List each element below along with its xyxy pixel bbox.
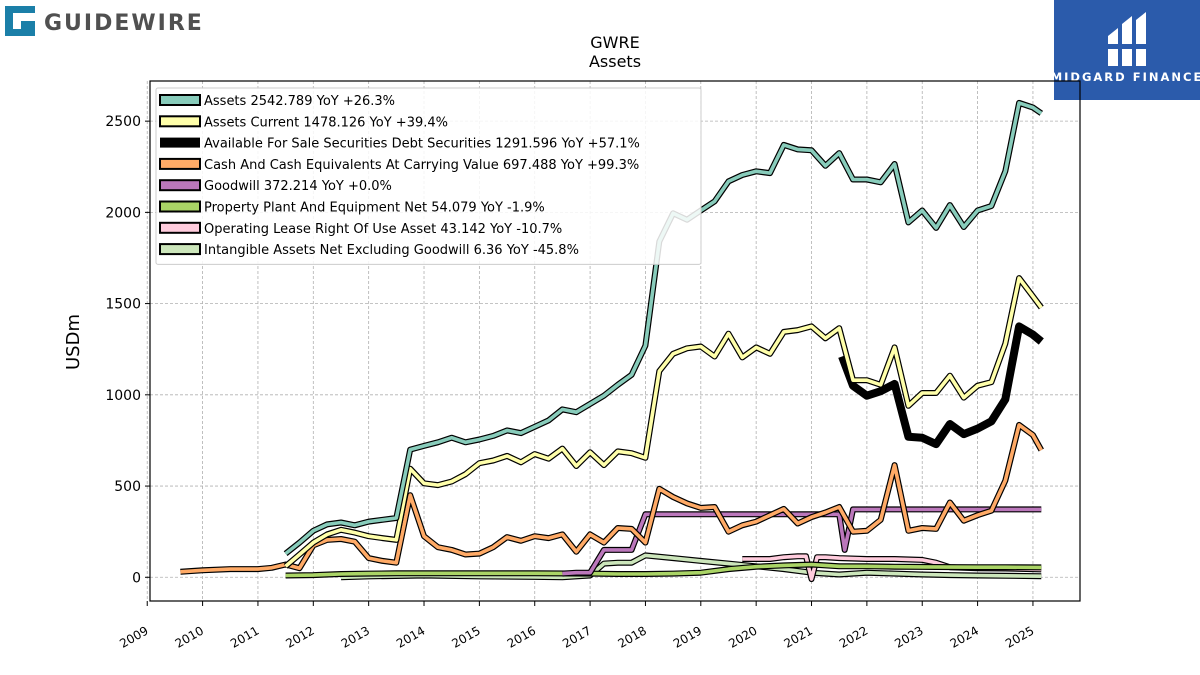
series-line-stroke <box>838 322 1044 449</box>
legend-item: Available For Sale Securities Debt Secur… <box>160 137 640 152</box>
legend-label: Cash And Cash Equivalents At Carrying Va… <box>204 158 639 173</box>
legend-swatch <box>159 157 201 170</box>
series-line-fill <box>285 562 1042 578</box>
series-line-fill <box>340 553 1042 580</box>
legend-item: Goodwill 372.214 YoY +0.0% <box>159 179 392 194</box>
x-tick-label: 2018 <box>615 623 648 650</box>
series-line-3 <box>180 421 1044 575</box>
series-line-fill <box>180 423 1043 574</box>
y-axis-label: USDm <box>63 314 84 370</box>
legend-item: Assets 2542.789 YoY +26.3% <box>159 94 395 109</box>
y-tick-label: 0 <box>132 570 141 586</box>
y-tick-label: 1500 <box>105 297 141 313</box>
x-tick-label: 2012 <box>283 623 316 650</box>
x-tick-label: 2020 <box>726 623 759 650</box>
legend-swatch <box>159 94 201 106</box>
chart-subtitle: Assets <box>589 52 641 71</box>
legend-label: Available For Sale Securities Debt Secur… <box>204 137 640 152</box>
legend-item: Property Plant And Equipment Net 54.079 … <box>159 200 545 216</box>
legend-label: Goodwill 372.214 YoY +0.0% <box>204 179 392 194</box>
x-tick-label: 2024 <box>948 623 981 650</box>
x-tick-label: 2010 <box>173 623 206 650</box>
guidewire-logo-text: GUIDEWIRE <box>44 11 204 36</box>
x-tick-label: 2025 <box>1003 623 1036 650</box>
legend-swatch <box>159 221 201 234</box>
series-line-4 <box>562 506 1042 577</box>
y-tick-label: 2500 <box>105 114 141 130</box>
series-line-fill <box>284 276 1043 568</box>
guidewire-logo: GUIDEWIRE <box>5 6 204 36</box>
legend-item: Assets Current 1478.126 YoY +39.4% <box>159 115 448 130</box>
series-line-7 <box>340 552 1042 581</box>
x-tick-label: 2011 <box>228 623 261 650</box>
plot-frame <box>149 80 1081 602</box>
legend-item: Cash And Cash Equivalents At Carrying Va… <box>159 157 639 173</box>
legend-label: Intangible Assets Net Excluding Goodwill… <box>204 243 579 258</box>
series-line-fill <box>562 507 1042 576</box>
series-line-1 <box>283 275 1044 569</box>
x-tick-label: 2015 <box>449 623 482 650</box>
y-tick-label: 2000 <box>105 205 141 221</box>
legend-label: Property Plant And Equipment Net 54.079 … <box>204 201 545 216</box>
x-axis: 2009 2010 2011 2012 2013 2014 2015 2016 2017 2018… <box>117 601 1036 651</box>
legend-label: Operating Lease Right Of Use Asset 43.14… <box>204 222 562 237</box>
midgard-emblem-icon <box>1106 12 1148 66</box>
series-line-2 <box>838 322 1044 449</box>
legend-swatch <box>159 200 201 213</box>
x-tick-label: 2023 <box>892 623 925 650</box>
x-tick-label: 2013 <box>339 623 372 650</box>
legend-swatch <box>159 115 201 128</box>
x-tick-label: 2017 <box>560 623 593 650</box>
legend-item: Intangible Assets Net Excluding Goodwill… <box>159 243 579 258</box>
legend-box <box>155 87 702 265</box>
y-axis: 0 500 1000 1500 2000 2500 <box>105 114 150 586</box>
y-tick-label: 500 <box>114 479 141 495</box>
chart-title: GWRE <box>590 33 639 52</box>
series-line-5 <box>285 561 1042 579</box>
midgard-finance-text: MIDGARD FINANCE <box>1051 70 1200 84</box>
x-tick-label: 2014 <box>394 623 427 650</box>
legend-swatch <box>160 137 200 148</box>
x-tick-label: 2021 <box>782 623 815 650</box>
legend-item: Operating Lease Right Of Use Asset 43.14… <box>159 221 562 237</box>
x-tick-label: 2019 <box>671 623 704 650</box>
x-tick-label: 2022 <box>837 623 870 650</box>
midgard-finance-logo: MIDGARD FINANCE <box>1051 0 1200 100</box>
legend-label: Assets 2542.789 YoY +26.3% <box>204 94 395 109</box>
legend-label: Assets Current 1478.126 YoY +39.4% <box>204 115 448 130</box>
series-layer <box>180 99 1044 583</box>
y-tick-label: 1000 <box>105 388 141 404</box>
legend-swatch <box>159 179 201 192</box>
plot-area: 0 500 1000 1500 2000 2500 2009 2010 2011 2012 201… <box>105 80 1081 651</box>
x-tick-label: 2016 <box>505 623 538 650</box>
legend-swatch <box>159 243 201 256</box>
x-tick-label: 2009 <box>117 623 150 650</box>
legend: Assets 2542.789 YoY +26.3% Assets Current… <box>155 87 702 265</box>
